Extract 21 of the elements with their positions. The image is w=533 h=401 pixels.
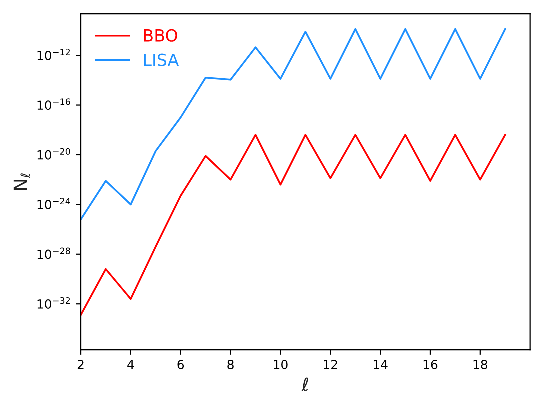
- x-tick-label: 14: [374, 360, 388, 370]
- x-tick-label: 16: [424, 360, 438, 370]
- x-tick-label: 6: [178, 360, 184, 370]
- legend-label: BBO: [144, 29, 178, 42]
- y-tick-label: 10$^{−24}$: [38, 198, 70, 210]
- x-tick-label: 8: [228, 360, 234, 370]
- y-tick-label: 10$^{−16}$: [38, 98, 70, 110]
- x-tick-label: 10: [274, 360, 288, 370]
- line-series: [81, 28, 506, 221]
- x-axis-title: ℓ: [302, 378, 308, 392]
- y-tick-label: 10$^{−32}$: [38, 297, 70, 309]
- x-tick-label: 2: [78, 360, 84, 370]
- y-tick-label: 10$^{−28}$: [38, 248, 70, 260]
- x-tick-label: 12: [324, 360, 338, 370]
- y-axis-title: N$_{ℓ}$: [14, 174, 30, 190]
- y-tick-label: 10$^{−12}$: [38, 48, 70, 60]
- legend-label: LISA: [144, 54, 180, 66]
- y-tick-label: 10$^{−20}$: [38, 148, 70, 160]
- line-series: [81, 134, 506, 316]
- x-tick-label: 18: [474, 360, 488, 370]
- x-tick-label: 4: [128, 360, 134, 370]
